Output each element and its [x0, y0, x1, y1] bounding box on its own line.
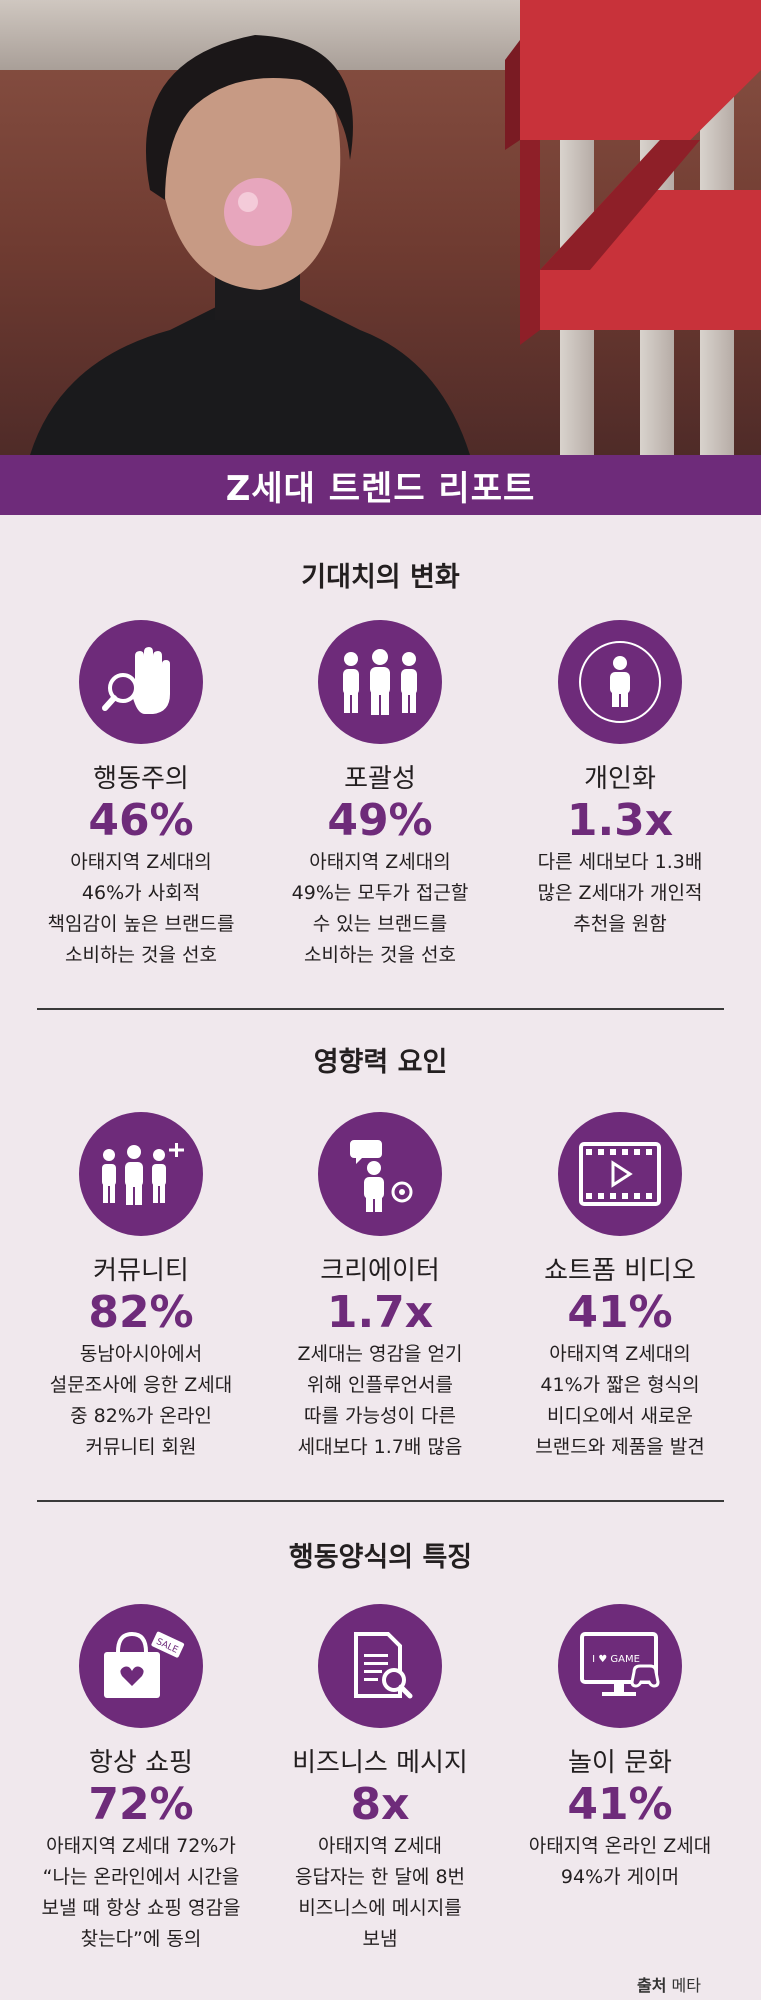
- item-stat: 82%: [88, 1287, 194, 1338]
- item-label: 행동주의: [93, 764, 189, 794]
- hero-photo: [0, 0, 761, 455]
- creator-badge-icon: [318, 1112, 442, 1236]
- item-description: 아태지역 Z세대 72%가 “나는 온라인에서 시간을 보낼 때 항상 쇼핑 영…: [41, 1835, 241, 1950]
- item-label: 크리에이터: [320, 1256, 440, 1286]
- item-label: 커뮤니티: [93, 1256, 189, 1286]
- item-label: 개인화: [584, 764, 656, 794]
- item-label: 항상 쇼핑: [89, 1748, 193, 1778]
- item-stat: 49%: [327, 795, 433, 846]
- hand-magnifier-icon: [79, 620, 203, 744]
- item-description: Z세대는 영감을 얻기 위해 인플루언서를 따를 가능성이 다른 세대보다 1.…: [297, 1343, 463, 1458]
- document-search-icon: [318, 1604, 442, 1728]
- item-label: 쇼트폼 비디오: [544, 1256, 696, 1286]
- single-person-icon: [558, 620, 682, 744]
- item-label: 놀이 문화: [568, 1748, 672, 1778]
- report-title: Z세대 트렌드 리포트: [225, 468, 536, 509]
- stat-item-personalization: 개인화 1.3x 다른 세대보다 1.3배 많은 Z세대가 개인적 추천을 원함: [500, 620, 740, 940]
- section-title-expectations: 기대치의 변화: [301, 562, 460, 593]
- woman-figure: [30, 35, 470, 455]
- section-title-influence: 영향력 요인: [313, 1047, 448, 1078]
- source-credit: 출처 메타: [637, 1972, 701, 1996]
- item-description: 아태지역 Z세대의 49%는 모두가 접근할 수 있는 브랜드를 소비하는 것을…: [291, 851, 469, 966]
- item-stat: 46%: [88, 795, 194, 846]
- stat-item-inclusivity: 포괄성 49% 아태지역 Z세대의 49%는 모두가 접근할 수 있는 브랜드를…: [260, 620, 500, 971]
- stat-item-shopping: SALE 항상 쇼핑 72% 아태지역 Z세대 72%가 “나는 온라인에서 시…: [21, 1604, 261, 1955]
- item-description: 아태지역 Z세대의 46%가 사회적 책임감이 높은 브랜드를 소비하는 것을 …: [47, 851, 235, 966]
- stat-item-creator: 크리에이터 1.7x Z세대는 영감을 얻기 위해 인플루언서를 따를 가능성이…: [260, 1112, 500, 1463]
- report-title-banner: Z세대 트렌드 리포트: [0, 455, 761, 515]
- section-divider: [37, 1500, 724, 1502]
- item-label: 비즈니스 메시지: [292, 1748, 468, 1778]
- source-value: 메타: [671, 1976, 701, 1995]
- item-description: 아태지역 Z세대 응답자는 한 달에 8번 비즈니스에 메시지를 보냄: [294, 1835, 466, 1950]
- game-label: I ♥ GAME: [592, 1654, 640, 1665]
- item-stat: 72%: [88, 1779, 194, 1830]
- shopping-bag-sale-icon: SALE: [79, 1604, 203, 1728]
- item-description: 동남아시아에서 설문조사에 응한 Z세대 중 82%가 온라인 커뮤니티 회원: [49, 1343, 233, 1458]
- stat-item-business-message: 비즈니스 메시지 8x 아태지역 Z세대 응답자는 한 달에 8번 비즈니스에 …: [260, 1604, 500, 1955]
- stat-item-community: 커뮤니티 82% 동남아시아에서 설문조사에 응한 Z세대 중 82%가 온라인…: [21, 1112, 261, 1463]
- source-label: 출처: [637, 1976, 667, 1995]
- section-divider: [37, 1008, 724, 1010]
- item-stat: 1.3x: [566, 795, 674, 846]
- stat-item-activism: 행동주의 46% 아태지역 Z세대의 46%가 사회적 책임감이 높은 브랜드를…: [21, 620, 261, 971]
- game-monitor-icon: I ♥ GAME: [558, 1604, 682, 1728]
- video-play-icon: [558, 1112, 682, 1236]
- community-plus-icon: [79, 1112, 203, 1236]
- section-title-behavior: 행동양식의 특징: [288, 1542, 473, 1573]
- item-stat: 41%: [567, 1287, 673, 1338]
- stat-item-play-culture: I ♥ GAME 놀이 문화 41% 아태지역 온라인 Z세대 94%가 게이머: [500, 1604, 740, 1893]
- item-stat: 8x: [350, 1779, 410, 1830]
- item-description: 아태지역 온라인 Z세대 94%가 게이머: [528, 1835, 712, 1888]
- item-stat: 41%: [567, 1779, 673, 1830]
- item-label: 포괄성: [344, 764, 416, 794]
- item-stat: 1.7x: [326, 1287, 434, 1338]
- stat-item-short-video: 쇼트폼 비디오 41% 아태지역 Z세대의 41%가 짧은 형식의 비디오에서 …: [500, 1112, 740, 1463]
- group-of-people-icon: [318, 620, 442, 744]
- item-description: 아태지역 Z세대의 41%가 짧은 형식의 비디오에서 새로운 브랜드와 제품을…: [535, 1343, 705, 1458]
- item-description: 다른 세대보다 1.3배 많은 Z세대가 개인적 추천을 원함: [537, 851, 703, 935]
- z-letter-graphic: [505, 0, 761, 345]
